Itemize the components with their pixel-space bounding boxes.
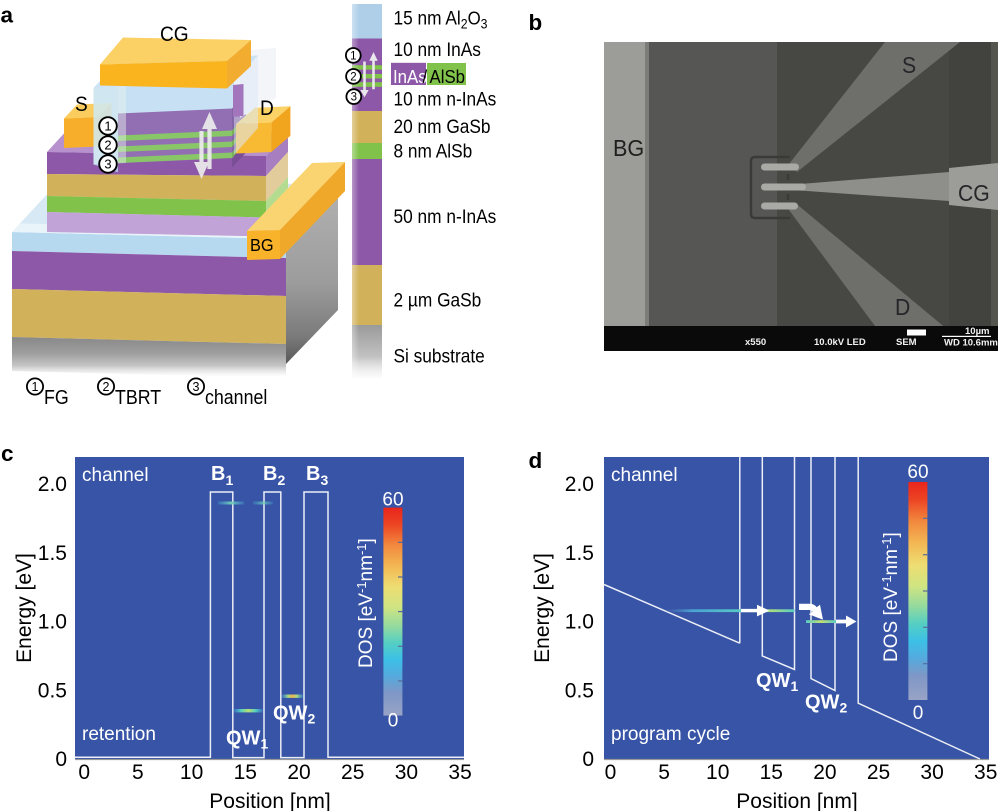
svg-text:1.5: 1.5 — [38, 542, 67, 565]
svg-text:25: 25 — [867, 761, 890, 784]
svg-text:1.0: 1.0 — [565, 611, 594, 634]
svg-text:5: 5 — [658, 761, 670, 784]
svg-text:DOS [eV-1nm-1]: DOS [eV-1nm-1] — [879, 532, 902, 662]
svg-text:channel: channel — [205, 387, 267, 409]
svg-text:Energy [eV]: Energy [eV] — [13, 553, 36, 663]
svg-text:CG: CG — [958, 180, 990, 206]
svg-text:InAs: InAs — [393, 66, 427, 87]
svg-text:10 nm InAs: 10 nm InAs — [394, 39, 481, 60]
svg-text:D: D — [895, 294, 910, 320]
svg-text:15: 15 — [234, 761, 257, 784]
svg-text:1: 1 — [32, 380, 39, 394]
svg-text:2: 2 — [103, 380, 110, 394]
svg-text:b: b — [529, 10, 543, 35]
svg-text:3: 3 — [104, 157, 111, 172]
svg-text:2 µm GaSb: 2 µm GaSb — [394, 290, 482, 311]
svg-text:35: 35 — [448, 761, 471, 784]
svg-text:60: 60 — [907, 462, 928, 483]
svg-text:1: 1 — [350, 50, 356, 62]
svg-text:0: 0 — [55, 748, 67, 771]
svg-text:10: 10 — [180, 761, 203, 784]
svg-text:10µm: 10µm — [965, 326, 990, 337]
svg-text:DOS [eV-1nm-1]: DOS [eV-1nm-1] — [354, 538, 377, 668]
svg-text:Energy [eV]: Energy [eV] — [531, 553, 554, 663]
svg-text:S: S — [75, 93, 88, 116]
svg-text:0: 0 — [582, 748, 594, 771]
svg-text:BG: BG — [613, 135, 644, 161]
svg-text:1.5: 1.5 — [565, 542, 594, 565]
svg-text:5: 5 — [132, 761, 144, 784]
svg-text:Position [nm]: Position [nm] — [209, 790, 330, 811]
svg-text:FG: FG — [44, 387, 69, 409]
svg-text:0: 0 — [913, 703, 924, 724]
svg-text:25: 25 — [341, 761, 364, 784]
svg-text:d: d — [529, 448, 543, 473]
svg-text:a: a — [1, 3, 14, 28]
svg-text:2: 2 — [350, 71, 356, 83]
svg-text:30: 30 — [395, 761, 418, 784]
svg-text:S: S — [902, 52, 916, 78]
svg-text:Si substrate: Si substrate — [394, 346, 485, 367]
svg-text:60: 60 — [382, 490, 403, 511]
svg-text:0: 0 — [388, 711, 399, 732]
svg-text:15: 15 — [760, 761, 783, 784]
svg-text:TBRT: TBRT — [115, 387, 162, 409]
svg-text:2.0: 2.0 — [565, 473, 594, 496]
svg-text:2.0: 2.0 — [38, 473, 67, 496]
svg-text:3: 3 — [193, 380, 200, 394]
svg-text:AlSb: AlSb — [430, 66, 466, 87]
svg-text:retention: retention — [82, 724, 156, 745]
svg-text:BG: BG — [250, 234, 274, 255]
svg-text:channel: channel — [611, 465, 678, 486]
svg-text:1: 1 — [104, 119, 111, 134]
svg-text:0.5: 0.5 — [565, 679, 594, 702]
svg-text:Position [nm]: Position [nm] — [736, 790, 857, 811]
svg-text:x550: x550 — [745, 337, 766, 348]
svg-text:/: / — [423, 66, 428, 87]
svg-text:20 nm GaSb: 20 nm GaSb — [394, 116, 491, 137]
svg-text:channel: channel — [82, 465, 149, 486]
svg-text:20: 20 — [813, 761, 836, 784]
svg-text:10: 10 — [706, 761, 729, 784]
svg-text:1.0: 1.0 — [38, 611, 67, 634]
svg-text:0: 0 — [78, 761, 90, 784]
svg-text:8 nm AlSb: 8 nm AlSb — [394, 141, 473, 162]
svg-text:0.5: 0.5 — [38, 679, 67, 702]
svg-text:20: 20 — [287, 761, 310, 784]
svg-text:10 nm n-InAs: 10 nm n-InAs — [394, 89, 497, 110]
svg-text:SEM: SEM — [896, 337, 917, 348]
svg-text:30: 30 — [920, 761, 943, 784]
svg-text:10.0kV LED: 10.0kV LED — [814, 337, 866, 348]
svg-text:WD 10.6mm: WD 10.6mm — [944, 338, 998, 349]
svg-text:2: 2 — [104, 138, 111, 153]
svg-text:0: 0 — [605, 761, 617, 784]
svg-text:c: c — [1, 441, 14, 466]
svg-text:program cycle: program cycle — [611, 724, 730, 745]
svg-text:35: 35 — [974, 761, 997, 784]
svg-text:CG: CG — [160, 23, 189, 46]
svg-text:50 nm n-InAs: 50 nm n-InAs — [394, 206, 497, 227]
svg-text:D: D — [260, 97, 274, 120]
svg-text:3: 3 — [351, 92, 357, 104]
svg-text:15 nm Al2O3: 15 nm Al2O3 — [394, 8, 488, 32]
